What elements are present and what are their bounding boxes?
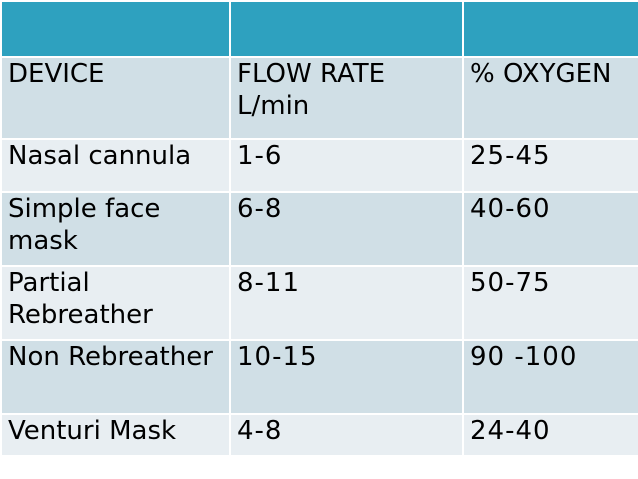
- oxygen-delivery-table: DEVICE FLOW RATE L/min % OXYGEN Nasal ca…: [0, 0, 638, 457]
- column-header-device: DEVICE: [0, 56, 231, 140]
- flow-rate-cell: 6-8: [229, 191, 464, 267]
- oxygen-cell: 24-40: [462, 413, 638, 457]
- header-band-cell: [0, 0, 231, 58]
- flow-rate-cell: 10-15: [229, 339, 464, 415]
- oxygen-cell: 90 -100: [462, 339, 638, 415]
- oxygen-cell: 25-45: [462, 138, 638, 193]
- flow-rate-cell: 4-8: [229, 413, 464, 457]
- table-row: Partial Rebreather 8-11 50-75: [0, 265, 638, 341]
- device-cell: Partial Rebreather: [0, 265, 231, 341]
- device-cell: Nasal cannula: [0, 138, 231, 193]
- device-cell: Venturi Mask: [0, 413, 231, 457]
- oxygen-cell: 40-60: [462, 191, 638, 267]
- table-row: Non Rebreather 10-15 90 -100: [0, 339, 638, 415]
- flow-rate-cell: 1-6: [229, 138, 464, 193]
- header-band-row: [0, 0, 638, 58]
- table-row: Simple face mask 6-8 40-60: [0, 191, 638, 267]
- column-header-flow-rate: FLOW RATE L/min: [229, 56, 464, 140]
- flow-rate-cell: 8-11: [229, 265, 464, 341]
- device-cell: Non Rebreather: [0, 339, 231, 415]
- column-label-row: DEVICE FLOW RATE L/min % OXYGEN: [0, 56, 638, 140]
- column-header-oxygen: % OXYGEN: [462, 56, 638, 140]
- device-cell: Simple face mask: [0, 191, 231, 267]
- table-row: Venturi Mask 4-8 24-40: [0, 413, 638, 457]
- header-band-cell: [229, 0, 464, 58]
- header-band-cell: [462, 0, 638, 58]
- oxygen-cell: 50-75: [462, 265, 638, 341]
- table-row: Nasal cannula 1-6 25-45: [0, 138, 638, 193]
